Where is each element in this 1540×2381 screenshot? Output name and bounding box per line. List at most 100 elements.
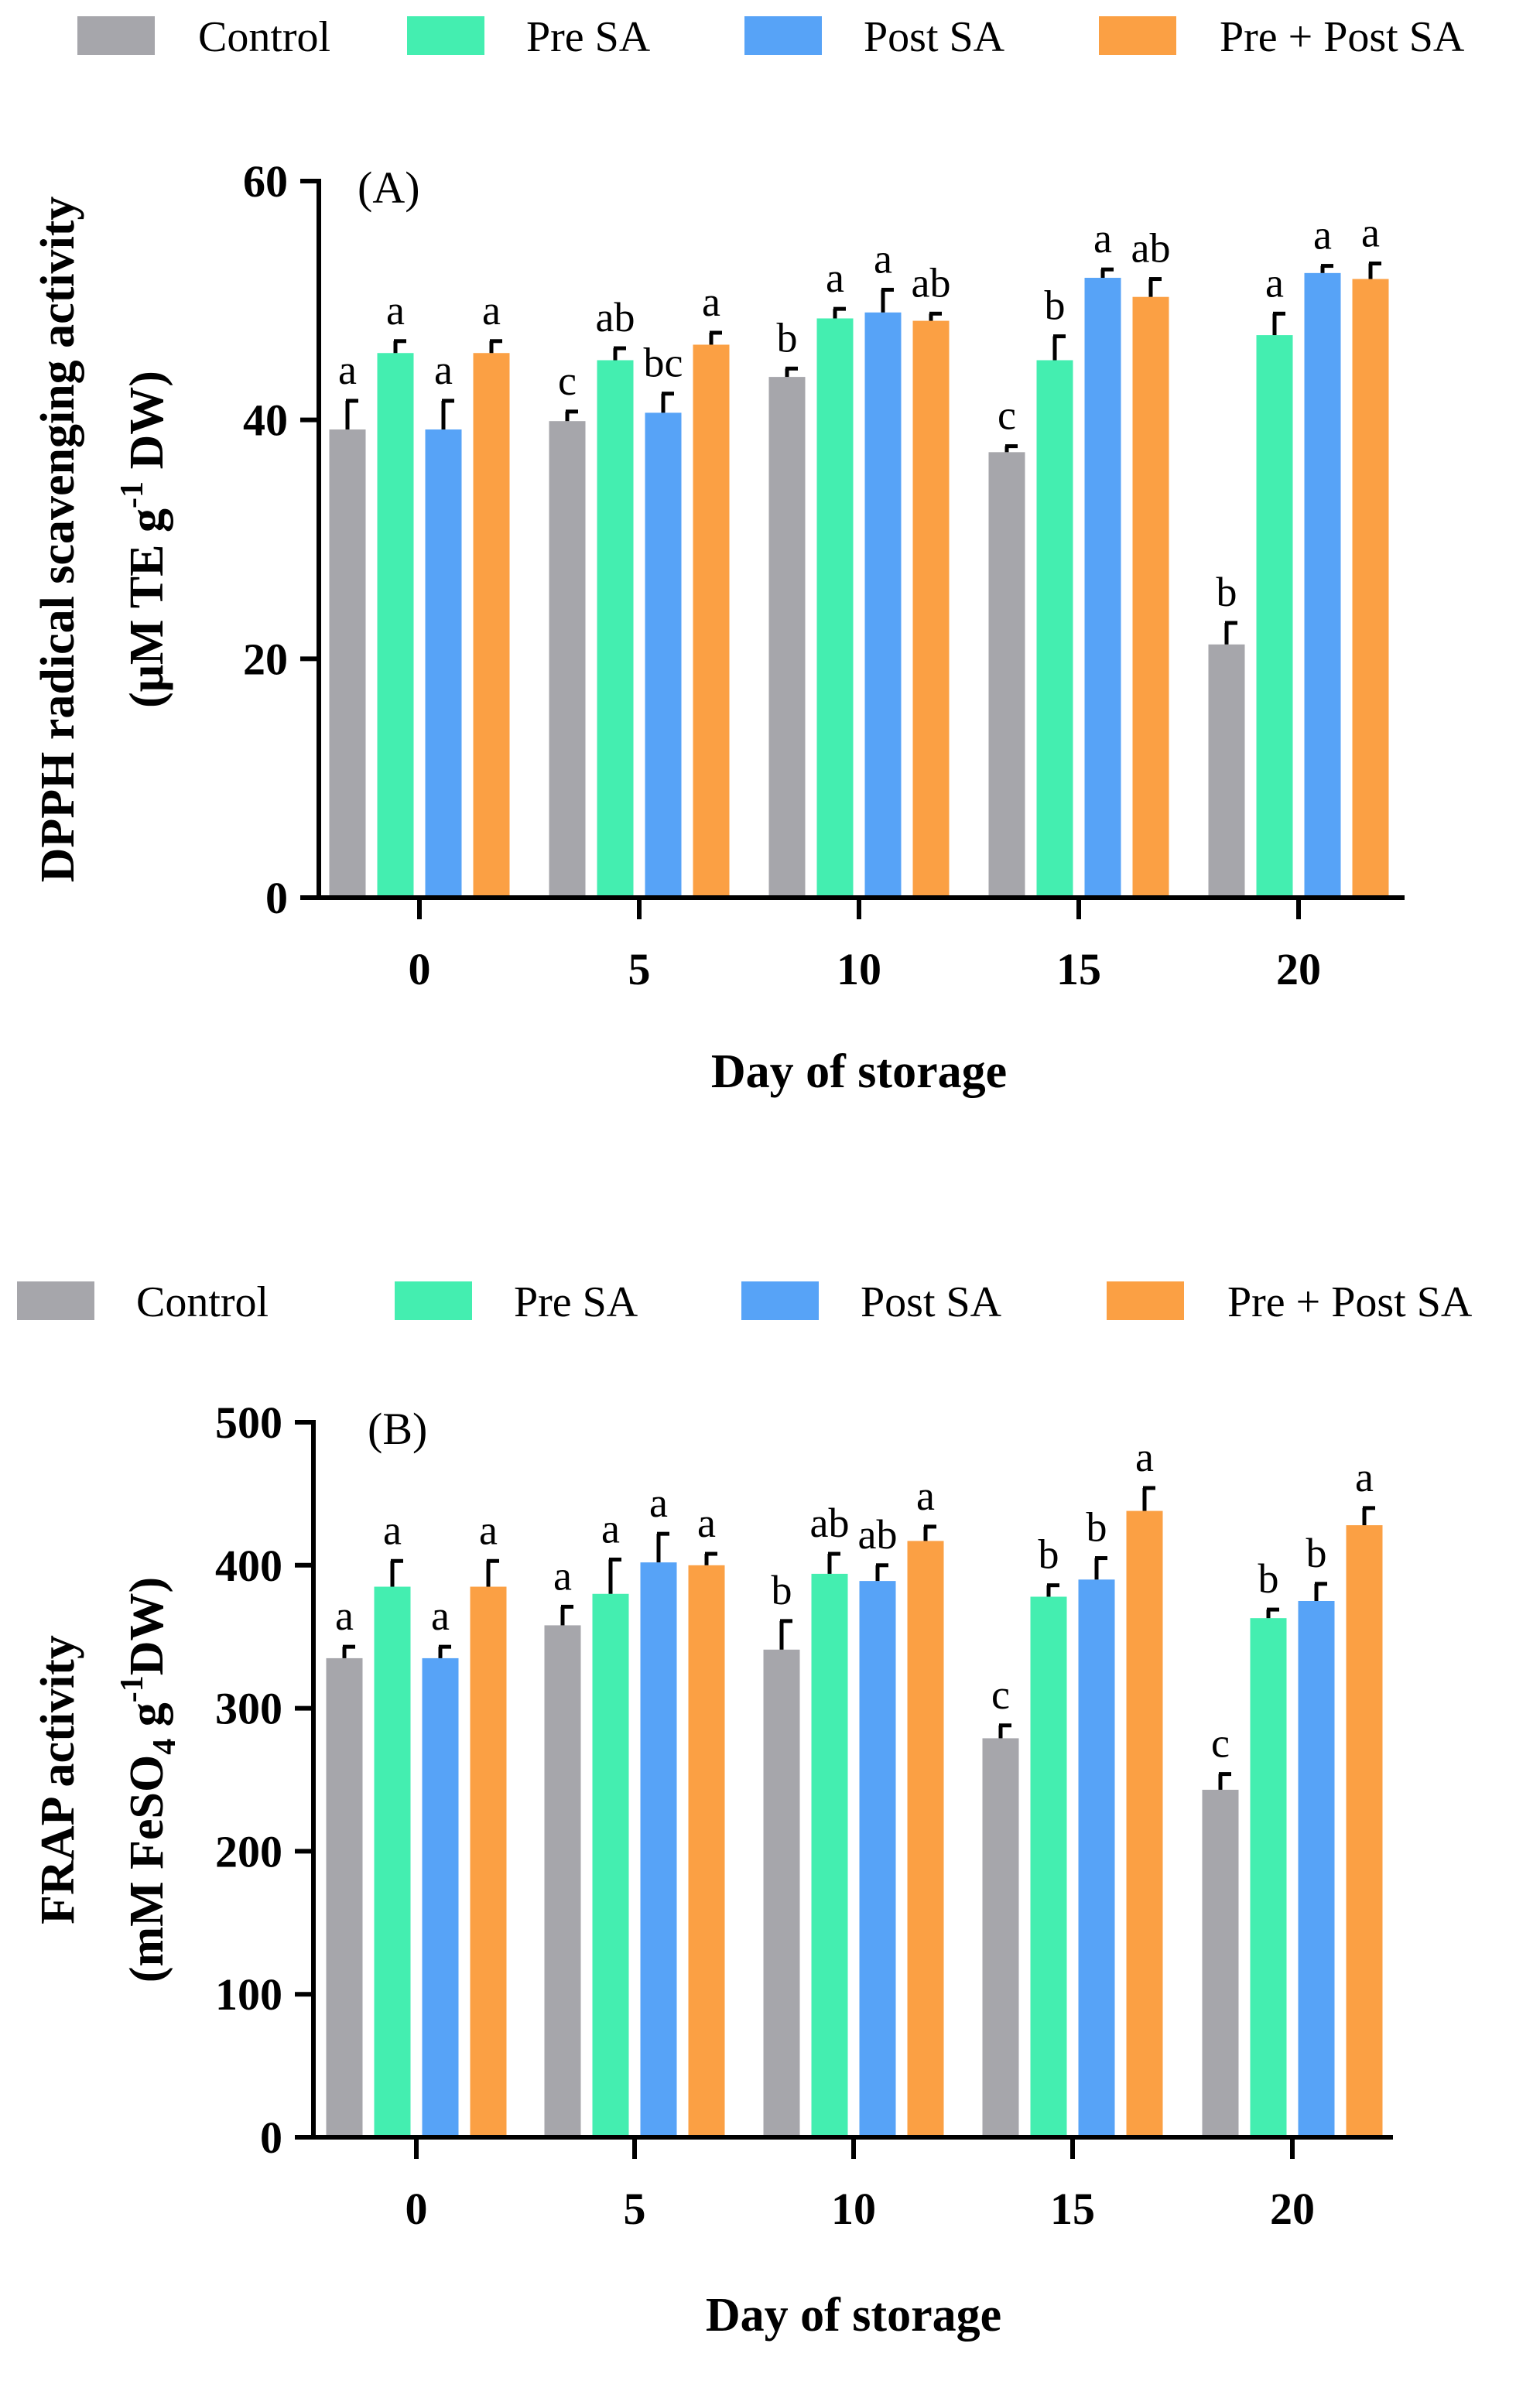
- y-axis-title-text: (mM FeSO: [121, 1755, 173, 1982]
- significance-letter: a: [826, 255, 844, 301]
- x-tick-label: 15: [1056, 944, 1101, 994]
- bar: [597, 360, 634, 898]
- x-tick-label: 15: [1050, 2184, 1095, 2234]
- legend-swatch: [1099, 16, 1176, 55]
- x-tick-label: 5: [624, 2184, 646, 2234]
- significance-letter: a: [383, 1507, 402, 1553]
- x-axis-title: Day of storage: [711, 1045, 1007, 1098]
- legend-label: Post SA: [864, 13, 1005, 61]
- y-tick-label: 200: [215, 1826, 282, 1876]
- bar: [1256, 335, 1293, 898]
- significance-letter: a: [335, 1592, 354, 1639]
- legend-swatch: [407, 16, 484, 55]
- bar: [1298, 1601, 1335, 2137]
- legend-swatch: [77, 16, 155, 55]
- bar: [473, 353, 510, 898]
- y-tick-label: 20: [243, 634, 288, 684]
- significance-letter: a: [479, 1507, 498, 1553]
- y-axis-title-line2: (μM TE g-1 DW): [115, 371, 173, 708]
- bar: [768, 377, 806, 898]
- bar: [1132, 296, 1169, 898]
- x-tick-label: 20: [1276, 944, 1321, 994]
- bar: [763, 1649, 800, 2137]
- x-axis-title: Day of storage: [706, 2289, 1001, 2342]
- significance-letter: a: [1093, 215, 1112, 262]
- y-axis-title-line2: (mM FeSO4 g-1DW): [115, 1577, 183, 1982]
- legend-label: Pre + Post SA: [1227, 1278, 1473, 1326]
- significance-letter: a: [601, 1505, 620, 1551]
- y-tick-label: 0: [265, 873, 288, 923]
- bar: [640, 1562, 677, 2137]
- panel-label: (A): [358, 162, 420, 213]
- significance-letter: a: [553, 1552, 572, 1599]
- bar: [1250, 1618, 1287, 2137]
- bar: [592, 1593, 629, 2137]
- bar: [1036, 360, 1073, 898]
- significance-letter: a: [431, 1592, 450, 1639]
- x-tick-label: 5: [628, 944, 651, 994]
- y-tick-label: 0: [260, 2112, 282, 2163]
- y-axis-title-superscript: -1: [115, 481, 150, 508]
- significance-letter: a: [874, 235, 892, 282]
- bar: [1352, 279, 1389, 898]
- x-tick-label: 0: [406, 2184, 428, 2234]
- significance-letter: a: [1361, 209, 1380, 255]
- significance-letter: a: [386, 287, 405, 334]
- legend-label: Control: [198, 13, 330, 61]
- significance-letter: a: [649, 1480, 668, 1526]
- significance-letter: ab: [912, 259, 951, 306]
- significance-letter: ab: [810, 1500, 850, 1546]
- significance-letter: a: [1355, 1454, 1374, 1500]
- y-axis-title-text: g: [121, 1702, 173, 1739]
- bar: [816, 318, 854, 898]
- significance-letter: b: [777, 314, 798, 361]
- significance-letter: a: [434, 347, 453, 393]
- bar: [374, 1586, 411, 2137]
- significance-letter: ab: [858, 1511, 898, 1558]
- panel-label: (B): [368, 1404, 427, 1454]
- bar: [859, 1581, 896, 2137]
- legend-swatch: [1107, 1281, 1184, 1320]
- y-axis-title-superscript: -1: [115, 1675, 150, 1702]
- bar: [549, 421, 586, 898]
- bar: [1346, 1525, 1383, 2137]
- significance-letter: a: [916, 1473, 935, 1519]
- significance-letter: bc: [644, 340, 683, 386]
- bar: [912, 320, 950, 898]
- significance-letter: ab: [596, 294, 635, 340]
- bar: [907, 1541, 944, 2137]
- significance-letter: a: [697, 1500, 716, 1546]
- legend-swatch: [744, 16, 822, 55]
- y-axis-title-line1: DPPH radical scavenging activity: [32, 197, 84, 883]
- y-tick-label: 100: [215, 1969, 282, 2020]
- y-axis-title-text: DW): [121, 1577, 173, 1675]
- legend-swatch: [741, 1281, 819, 1320]
- legend-swatch: [17, 1281, 94, 1320]
- y-tick-label: 400: [215, 1541, 282, 1591]
- x-tick-label: 0: [409, 944, 431, 994]
- x-tick-label: 10: [837, 944, 881, 994]
- bar: [329, 429, 366, 898]
- legend-label: Control: [136, 1278, 269, 1326]
- significance-letter: b: [1045, 282, 1066, 329]
- significance-letter: a: [1135, 1434, 1154, 1480]
- significance-letter: ab: [1131, 225, 1171, 272]
- significance-letter: c: [558, 357, 577, 404]
- significance-letter: b: [1306, 1530, 1327, 1576]
- significance-letter: b: [1087, 1504, 1107, 1551]
- bar: [326, 1657, 363, 2137]
- bar: [1084, 278, 1121, 898]
- bar: [1078, 1579, 1115, 2137]
- bar: [1208, 644, 1245, 898]
- significance-letter: b: [1258, 1555, 1279, 1602]
- bar: [982, 1738, 1019, 2137]
- significance-letter: c: [1211, 1720, 1230, 1767]
- legend-label: Pre SA: [526, 13, 651, 61]
- legend-label: Pre SA: [514, 1278, 638, 1326]
- bar: [1126, 1510, 1163, 2137]
- significance-letter: b: [772, 1567, 792, 1613]
- y-tick-label: 40: [243, 395, 288, 446]
